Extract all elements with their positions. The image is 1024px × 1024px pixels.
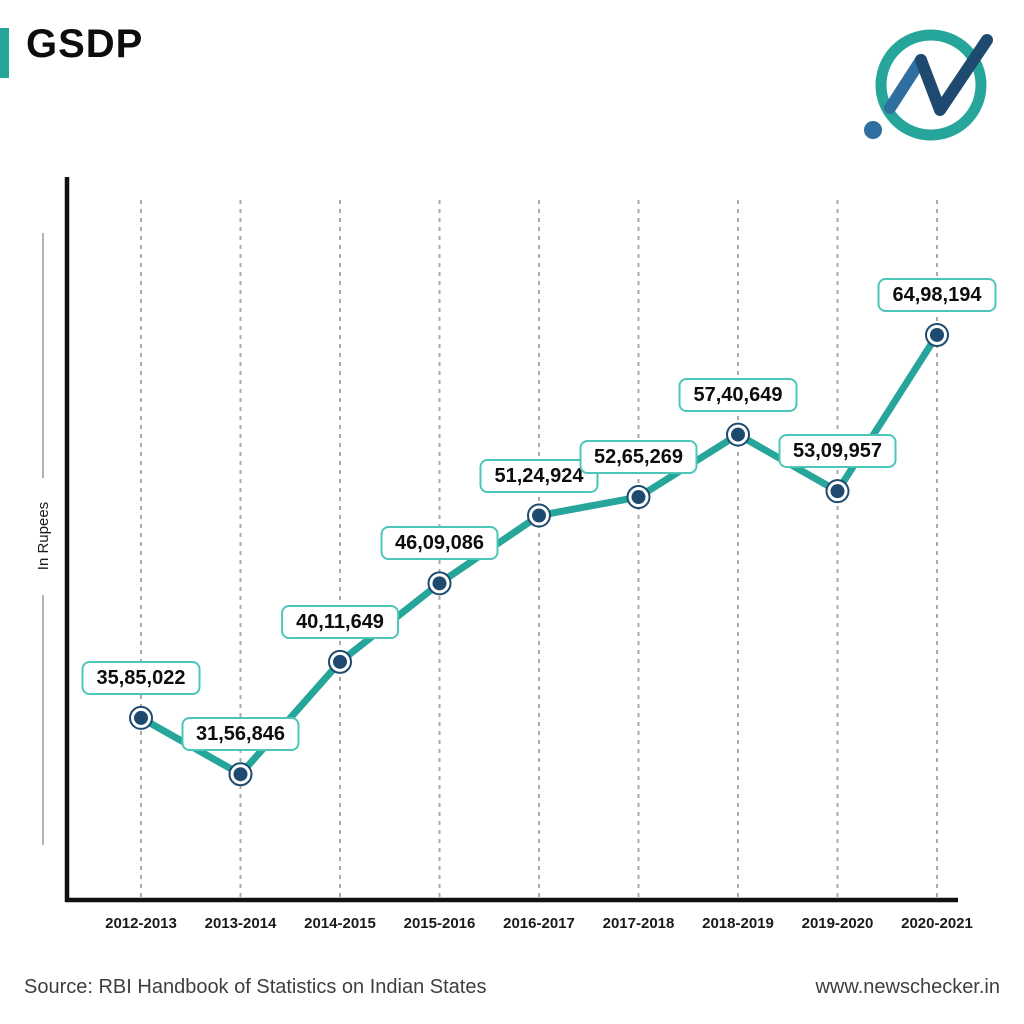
data-point-dot [631, 490, 646, 505]
y-axis-label: In Rupees [35, 502, 52, 570]
data-point-dot [731, 427, 745, 442]
data-point-dot [233, 767, 248, 782]
x-axis-tick-label: 2015-2016 [404, 915, 476, 932]
page-title: GSDP [26, 22, 144, 66]
x-axis-tick-label: 2012-2013 [105, 915, 177, 932]
x-axis-tick-label: 2018-2019 [702, 915, 774, 932]
x-axis-tick-label: 2016-2017 [503, 915, 575, 932]
data-point-dot [830, 484, 845, 499]
logo-check-light-segment-icon [884, 54, 927, 114]
website-text: www.newschecker.in [815, 976, 1000, 998]
logo-check-dark-segment-icon [915, 34, 993, 116]
logo-ring-icon [875, 29, 987, 141]
x-axis-tick-label: 2020-2021 [901, 915, 973, 932]
data-point-dot [532, 508, 546, 523]
x-axis-tick-label: 2013-2014 [205, 915, 277, 932]
newschecker-logo [864, 29, 993, 141]
data-point-dot [930, 327, 944, 342]
source-text: Source: RBI Handbook of Statistics on In… [24, 976, 487, 998]
data-point-dot [432, 576, 447, 591]
data-point-dot [134, 710, 148, 725]
data-point-dot [333, 654, 347, 669]
logo-dot-icon [864, 121, 882, 139]
x-axis-tick-label: 2017-2018 [603, 915, 675, 932]
x-axis-tick-label: 2014-2015 [304, 915, 376, 932]
title-accent-bar [0, 28, 9, 78]
x-axis-tick-label: 2019-2020 [802, 915, 874, 932]
